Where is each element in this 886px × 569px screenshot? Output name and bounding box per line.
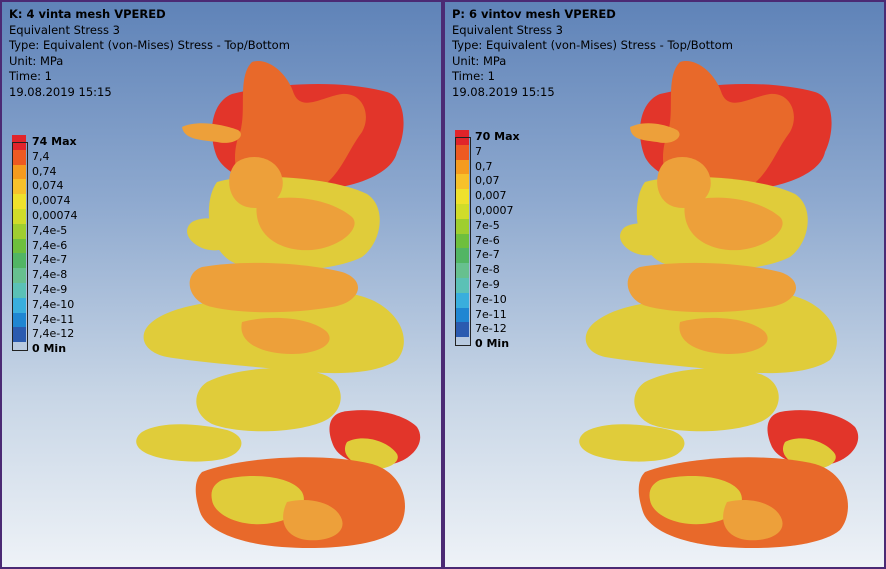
- left-viewport[interactable]: K: 4 vinta mesh VPERED Equivalent Stress…: [2, 2, 441, 567]
- left-legend-label: 0,074: [32, 179, 64, 193]
- right-legend-label: 0,07: [475, 174, 500, 188]
- right-legend-label: 70 Max: [475, 130, 520, 143]
- right-legend-swatch: [455, 307, 469, 323]
- left-legend-label: 0 Min: [32, 342, 67, 356]
- right-legend-swatch: [455, 263, 469, 278]
- left-legend-swatch: [12, 164, 26, 180]
- right-legend-swatch: [455, 218, 469, 234]
- left-legend-label: 7,4e-9: [32, 282, 68, 296]
- right-legend-swatch: [455, 174, 469, 190]
- left-legend-label: 0,74: [32, 164, 57, 178]
- left-legend-swatch: [12, 238, 26, 254]
- left-legend-swatch: [12, 268, 26, 283]
- left-legend-swatch: [12, 327, 26, 343]
- right-result-type: Type: Equivalent (von-Mises) Stress - To…: [452, 38, 733, 53]
- left-legend-label: 7,4e-10: [32, 297, 75, 311]
- right-legend-swatch: [455, 189, 469, 204]
- right-legend-swatch: [455, 248, 469, 264]
- left-legend-swatch: [12, 194, 26, 209]
- left-legend-label: 7,4e-7: [32, 253, 68, 267]
- left-result-timestamp: 19.08.2019 15:15: [9, 84, 112, 99]
- right-legend-swatch: [455, 277, 469, 293]
- right-legend-label: 7e-8: [475, 263, 500, 277]
- right-legend-swatch: [455, 322, 469, 338]
- right-legend-label: 7: [475, 144, 482, 158]
- left-legend-swatch: [12, 282, 26, 298]
- right-legend-label: 7e-11: [475, 307, 507, 321]
- left-result-unit: Unit: MPa: [9, 53, 64, 68]
- right-legend-label: 0 Min: [475, 337, 510, 351]
- left-result-subtitle: Equivalent Stress 3: [9, 22, 120, 37]
- left-legend-swatch: [12, 149, 26, 165]
- right-legend-swatch: [455, 203, 469, 219]
- left-legend-label: 74 Max: [32, 135, 77, 148]
- left-result-time: Time: 1: [9, 69, 52, 84]
- right-viewport[interactable]: P: 6 vintov mesh VPERED Equivalent Stres…: [445, 2, 884, 567]
- right-legend-label: 0,007: [475, 189, 507, 203]
- left-info-block: K: 4 vinta mesh VPERED Equivalent Stress…: [9, 7, 290, 101]
- right-legend-label: 7e-5: [475, 218, 500, 232]
- right-legend-swatch: [455, 233, 469, 249]
- right-legend-label: 7e-9: [475, 277, 500, 291]
- right-legend-label: 7e-7: [475, 248, 500, 262]
- right-legend-label: 7e-6: [475, 233, 500, 247]
- right-result-time: Time: 1: [452, 69, 495, 84]
- left-legend-swatch: [12, 223, 26, 239]
- right-info-block: P: 6 vintov mesh VPERED Equivalent Stres…: [452, 7, 733, 101]
- left-legend-swatch: [12, 179, 26, 195]
- right-legend-label: 7e-12: [475, 322, 507, 336]
- right-legend-label: 7e-10: [475, 292, 507, 306]
- right-result-unit: Unit: MPa: [452, 53, 507, 68]
- right-result-timestamp: 19.08.2019 15:15: [452, 84, 555, 99]
- panel-divider: [441, 2, 445, 567]
- left-legend-label: 0,0074: [32, 194, 71, 208]
- right-legend-label: 0,7: [475, 159, 493, 173]
- left-vertebra-model[interactable]: [2, 2, 441, 567]
- right-vertebra-model[interactable]: [445, 2, 884, 567]
- left-legend-label: 7,4e-5: [32, 223, 68, 237]
- left-legend-swatch: [12, 208, 26, 224]
- left-legend-label: 7,4e-8: [32, 268, 68, 282]
- left-legend-label: 7,4: [32, 149, 50, 163]
- left-legend-label: 0,00074: [32, 208, 78, 222]
- right-result-title: P: 6 vintov mesh VPERED: [452, 7, 616, 21]
- left-legend-swatch: [12, 297, 26, 313]
- left-legend-label: 7,4e-6: [32, 238, 68, 252]
- left-legend-swatch: [12, 135, 26, 150]
- right-legend-swatch: [455, 144, 469, 160]
- right-legend-swatch: [455, 159, 469, 175]
- left-result-title: K: 4 vinta mesh VPERED: [9, 7, 166, 21]
- right-legend-swatch: [455, 292, 469, 308]
- right-legend-label: 0,0007: [475, 203, 514, 217]
- left-result-type: Type: Equivalent (von-Mises) Stress - To…: [9, 38, 290, 53]
- left-legend-swatch: [12, 253, 26, 269]
- left-legend-swatch: [12, 312, 26, 328]
- left-legend-label: 7,4e-11: [32, 312, 75, 326]
- right-result-subtitle: Equivalent Stress 3: [452, 22, 563, 37]
- left-legend-label: 7,4e-12: [32, 327, 75, 341]
- right-legend-swatch: [455, 130, 469, 145]
